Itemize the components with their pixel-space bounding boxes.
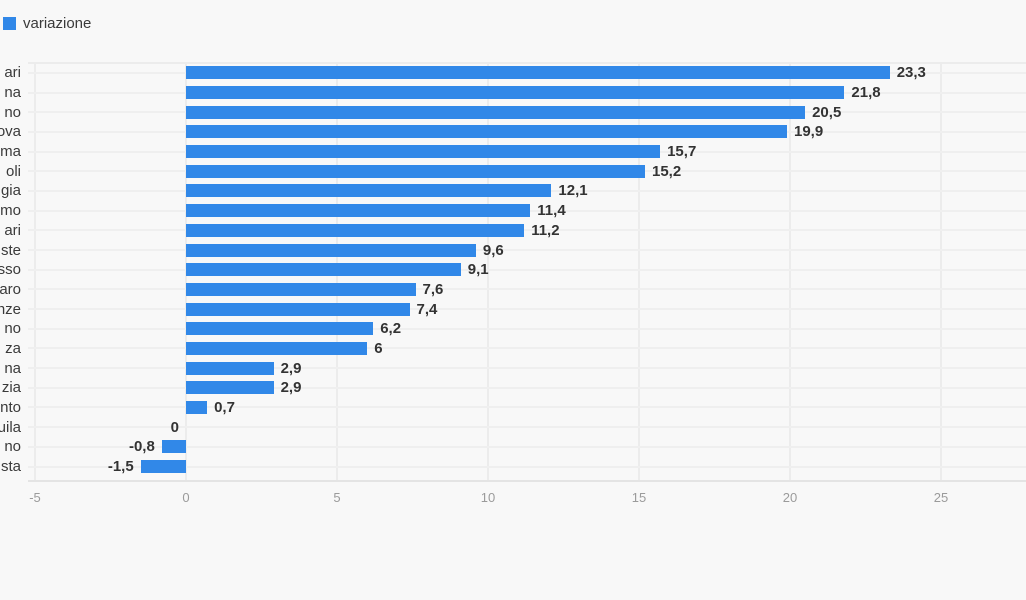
bar-value-label: 0,7 [214, 398, 235, 416]
x-axis-tick-label: 25 [933, 490, 949, 505]
category-label: ma [0, 143, 21, 160]
gridline-vertical [487, 62, 489, 480]
legend-swatch-icon [3, 17, 16, 30]
bar-value-label: -1,5 [107, 458, 134, 475]
category-label: na [4, 359, 21, 377]
category-label: no [4, 320, 21, 338]
row-hairline [28, 406, 1026, 409]
gridline-vertical [34, 62, 36, 480]
x-axis-tick-label: -5 [29, 490, 41, 505]
row-hairline [28, 308, 1026, 310]
bar-value-label: 7,6 [422, 280, 444, 298]
bar-value-label: 12,1 [558, 182, 588, 200]
bar-value-label: 9,6 [482, 241, 504, 259]
bar[interactable] [186, 223, 525, 237]
category-label: zia [1, 379, 21, 397]
bar-value-label: 11,4 [537, 202, 566, 220]
category-label: sso [0, 261, 21, 279]
category-label: za [5, 339, 21, 357]
category-label: no [4, 103, 21, 121]
bar-value-label: 7,4 [416, 300, 438, 318]
bar[interactable] [186, 125, 787, 139]
bar[interactable] [186, 164, 645, 178]
x-axis-tick-label: 10 [480, 490, 496, 505]
plot-top-border [28, 62, 1026, 64]
bar[interactable] [186, 145, 661, 158]
category-label: sta [0, 458, 21, 475]
row-hairline [28, 288, 1026, 291]
bar[interactable] [186, 302, 410, 316]
bar-value-label: 11,2 [531, 221, 560, 239]
row-hairline [28, 249, 1026, 251]
bar-value-label: -0,8 [128, 438, 155, 456]
bar[interactable] [186, 86, 845, 99]
category-label: aro [0, 280, 21, 298]
bar[interactable] [186, 263, 461, 277]
category-label: mo [0, 202, 21, 220]
category-label: ari [4, 221, 21, 239]
bar[interactable] [186, 66, 890, 80]
category-label: ste [0, 241, 21, 259]
bar-value-label: 19,9 [794, 123, 824, 141]
gridline-vertical [638, 62, 640, 480]
category-label: no [4, 438, 21, 456]
category-label: uila [0, 418, 21, 436]
bar[interactable] [186, 184, 552, 198]
bar-value-label: 15,2 [652, 162, 682, 180]
bar-value-label: 15,7 [667, 143, 697, 160]
bar[interactable] [186, 400, 208, 414]
row-hairline [28, 367, 1026, 370]
bar[interactable] [161, 440, 186, 454]
bar[interactable] [186, 282, 416, 296]
category-label: oli [5, 162, 21, 180]
legend-item-variazione[interactable]: variazione [3, 16, 91, 31]
row-hairline [28, 268, 1026, 271]
bar[interactable] [186, 361, 274, 375]
x-axis-tick-label: 0 [182, 490, 190, 505]
category-label: gia [0, 182, 21, 200]
row-hairline [28, 426, 1026, 429]
bar-value-label: 6,2 [380, 320, 402, 338]
legend-label: variazione [23, 15, 92, 32]
x-axis-tick-label: 15 [631, 490, 647, 505]
bar-value-label: 2,9 [280, 359, 302, 377]
row-hairline [28, 347, 1026, 350]
row-hairline [28, 327, 1026, 330]
row-hairline [28, 386, 1026, 389]
x-axis-baseline [28, 480, 1026, 482]
category-label: na [4, 84, 21, 101]
bar[interactable] [186, 341, 368, 355]
bar-value-label: 21,8 [851, 84, 881, 101]
bar[interactable] [186, 243, 476, 257]
x-axis-tick-label: 5 [333, 490, 341, 505]
bar-value-label: 23,3 [896, 64, 926, 82]
bar[interactable] [186, 204, 531, 218]
category-label: nto [0, 398, 21, 416]
bar[interactable] [186, 105, 806, 119]
bar[interactable] [186, 322, 374, 336]
bar[interactable] [140, 460, 186, 473]
bar-value-label: 6 [374, 339, 383, 357]
row-hairline [28, 445, 1026, 448]
bar-value-label: 2,9 [280, 379, 302, 397]
bar[interactable] [186, 381, 274, 395]
row-hairline [28, 465, 1026, 468]
bar-value-label: 20,5 [812, 103, 842, 121]
bar-value-label: 0 [170, 418, 179, 436]
category-label: ova [0, 123, 21, 141]
gridline-vertical [789, 62, 791, 480]
x-axis-tick-label: 20 [782, 490, 798, 505]
category-label: nze [0, 300, 21, 318]
category-label: ari [4, 64, 21, 82]
row-hairline [28, 229, 1026, 232]
bar-value-label: 9,1 [467, 261, 489, 279]
gridline-vertical [940, 62, 942, 480]
